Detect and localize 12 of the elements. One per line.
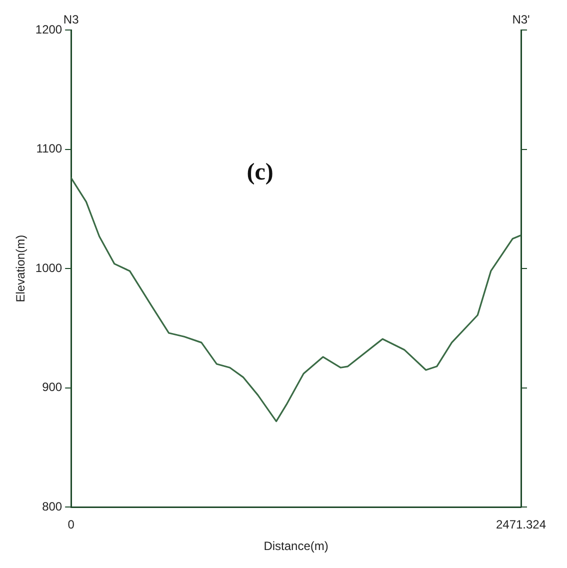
x-axis-title: Distance(m): [264, 539, 328, 554]
x-tick-label: 0: [68, 518, 75, 532]
y-tick-label: 800: [42, 500, 62, 514]
annotation: (c): [246, 159, 274, 186]
y-tick-label: 900: [42, 380, 62, 394]
x-tick-label: 2471.324: [496, 518, 546, 532]
text: N3': [512, 12, 530, 26]
text: N3: [63, 12, 80, 26]
y-tick-label: 1200: [35, 22, 62, 36]
y-axis-title: Elevation(m): [14, 234, 28, 302]
y-tick-label: 1000: [35, 260, 62, 275]
y-tick-label: 1100: [36, 142, 62, 156]
